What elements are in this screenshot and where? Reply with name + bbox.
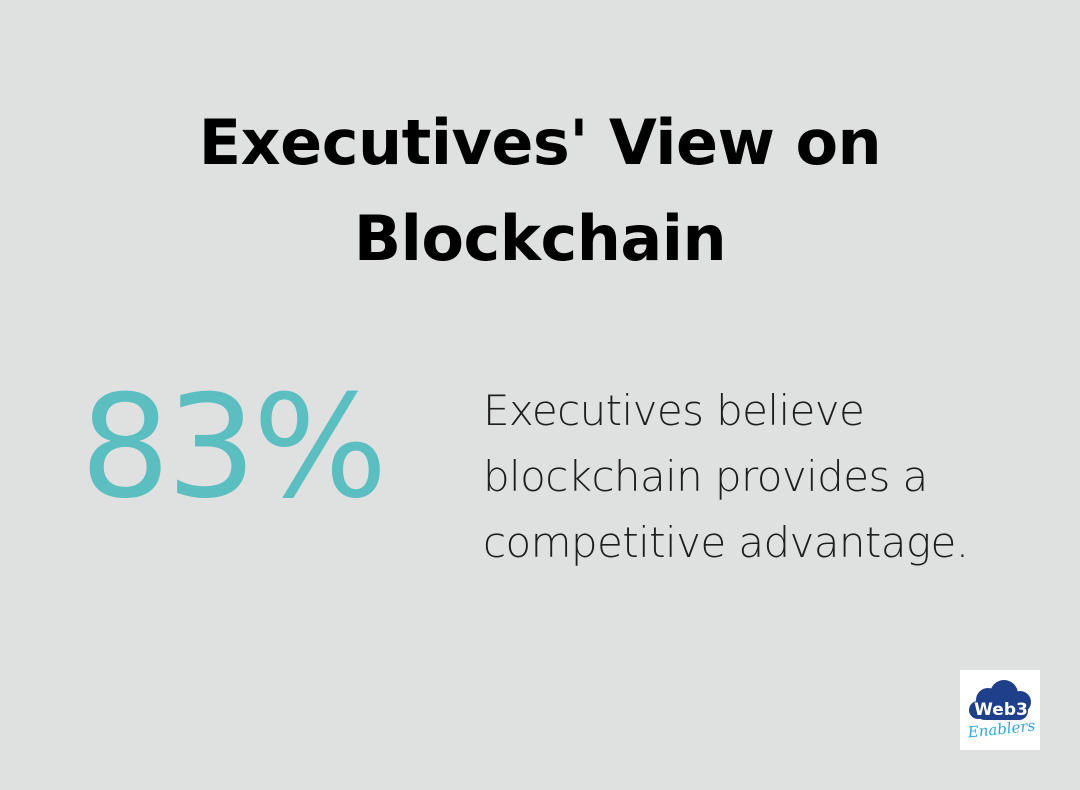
stat-description-line-3: competitive advantage. [483, 518, 969, 567]
stat-percentage: 83% [80, 365, 388, 530]
cloud-logo-icon: Web3 Enablers [966, 680, 1037, 742]
page-title: Executives' View on Blockchain [0, 95, 1080, 287]
brand-logo: Web3 Enablers [960, 670, 1040, 750]
title-line-1: Executives' View on [198, 106, 882, 179]
logo-text-main: Web3 [974, 700, 1028, 720]
stat-description-line-1: Executives believe [483, 386, 865, 435]
logo-text-script: Enablers [966, 717, 1037, 742]
title-line-2: Blockchain [353, 202, 727, 275]
stat-description-line-2: blockchain provides a [483, 452, 928, 501]
stat-description: Executives believe blockchain provides a… [483, 378, 1043, 576]
